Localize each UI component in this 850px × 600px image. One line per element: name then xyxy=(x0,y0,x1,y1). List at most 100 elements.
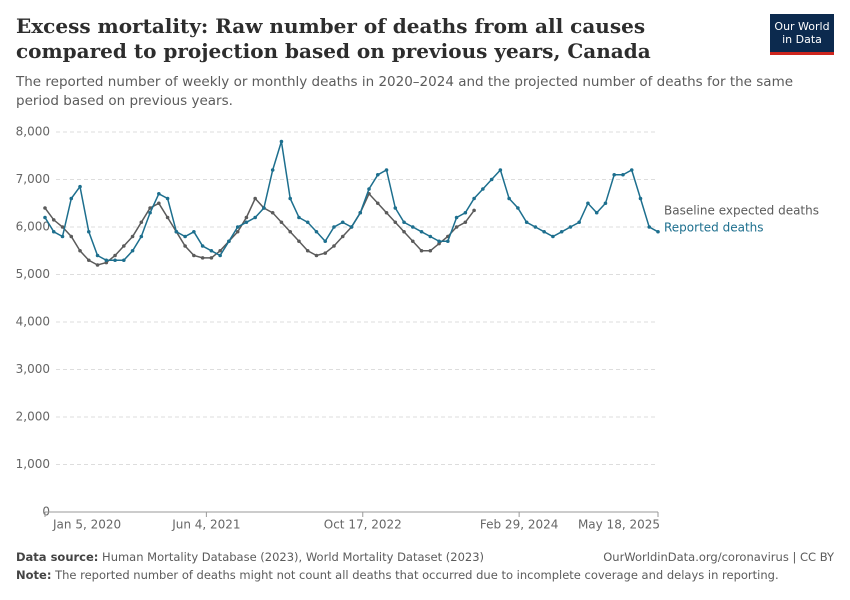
data-point xyxy=(507,196,511,201)
data-point xyxy=(130,234,135,239)
data-point xyxy=(314,253,319,258)
data-point xyxy=(209,248,214,253)
data-point xyxy=(314,229,319,234)
legend-label: Baseline expected deaths xyxy=(664,204,819,218)
data-point xyxy=(454,215,459,220)
source-label: Data source: xyxy=(16,550,99,564)
data-point xyxy=(402,220,406,225)
data-point xyxy=(270,210,275,215)
data-point xyxy=(113,253,117,258)
data-point xyxy=(244,220,249,225)
data-point xyxy=(384,210,389,215)
data-point xyxy=(428,234,433,239)
data-point xyxy=(524,220,529,225)
data-point xyxy=(340,234,345,239)
data-point xyxy=(446,239,450,244)
data-point xyxy=(656,229,660,234)
data-point xyxy=(51,218,56,222)
source: Human Mortality Database (2023), World M… xyxy=(102,550,485,564)
data-point xyxy=(411,225,415,229)
data-point xyxy=(43,206,47,210)
data-point xyxy=(332,244,336,248)
data-point xyxy=(533,225,538,229)
x-tick-label: Jan 5, 2020 xyxy=(52,518,121,532)
data-point xyxy=(297,239,301,244)
data-point xyxy=(279,220,284,225)
title: Excess mortality: Raw number of deaths f… xyxy=(16,14,651,63)
data-point xyxy=(69,196,74,201)
x-tick-label: Feb 29, 2024 xyxy=(480,518,559,532)
data-point xyxy=(481,187,485,191)
data-point xyxy=(200,244,205,248)
data-point xyxy=(200,256,205,260)
series-line xyxy=(44,141,659,262)
logo[interactable]: Our World in Data xyxy=(770,14,834,55)
data-point xyxy=(209,256,214,260)
y-tick-label: 3,000 xyxy=(16,362,50,376)
y-tick-label: 8,000 xyxy=(16,125,50,139)
legend-label: Reported deaths xyxy=(664,221,764,235)
subtitle: The reported number of weekly or monthly… xyxy=(16,74,794,109)
data-point xyxy=(472,196,476,201)
data-point xyxy=(367,187,371,191)
data-point xyxy=(122,258,126,263)
data-point xyxy=(43,215,47,220)
data-point xyxy=(332,225,336,229)
data-point xyxy=(78,248,82,253)
data-point xyxy=(69,234,74,239)
data-point xyxy=(165,215,170,220)
data-point xyxy=(192,253,196,258)
data-point xyxy=(130,248,135,253)
y-tick-label: 6,000 xyxy=(16,220,50,234)
data-point xyxy=(393,220,398,225)
data-point xyxy=(60,234,65,239)
data-point xyxy=(428,248,433,253)
y-tick-label: 2,000 xyxy=(16,410,50,424)
data-point xyxy=(323,251,328,255)
x-tick-label: May 18, 2025 xyxy=(578,518,660,532)
data-point xyxy=(78,184,82,189)
data-point xyxy=(411,239,415,244)
data-point xyxy=(419,248,424,253)
data-point xyxy=(559,229,564,234)
data-point xyxy=(568,225,573,229)
data-point xyxy=(323,239,328,244)
data-point xyxy=(157,201,161,206)
data-point xyxy=(516,206,520,210)
data-point xyxy=(463,220,468,225)
data-point xyxy=(148,206,152,210)
data-point xyxy=(542,229,546,234)
data-point xyxy=(551,234,555,239)
data-point xyxy=(297,215,301,220)
data-point xyxy=(375,172,380,177)
chart: 01,0002,0003,0004,0005,0006,0007,0008,00… xyxy=(16,125,819,532)
data-point xyxy=(489,177,494,182)
series-line xyxy=(44,192,475,266)
data-point xyxy=(157,191,161,196)
url[interactable]: OurWorldinData.org/coronavirus | CC BY xyxy=(603,550,834,564)
data-point xyxy=(218,253,222,258)
data-point xyxy=(375,201,380,206)
data-point xyxy=(305,248,310,253)
data-point xyxy=(174,229,179,234)
data-point xyxy=(86,258,91,263)
data-point xyxy=(113,258,117,263)
data-point xyxy=(305,220,310,225)
y-tick-label: 7,000 xyxy=(16,172,50,186)
data-point xyxy=(437,239,441,244)
data-point xyxy=(60,225,65,229)
data-point xyxy=(104,258,109,263)
data-point xyxy=(647,225,652,229)
data-point xyxy=(95,253,100,258)
data-point xyxy=(594,210,599,215)
logo-line: Our World xyxy=(774,20,830,33)
data-point xyxy=(253,196,257,201)
data-point xyxy=(218,248,222,253)
y-tick-label: 5,000 xyxy=(16,267,50,281)
data-point xyxy=(288,229,293,234)
data-point xyxy=(454,225,459,229)
data-point xyxy=(393,206,398,210)
data-point xyxy=(270,168,275,172)
x-tick-label: Jun 4, 2021 xyxy=(171,518,240,532)
